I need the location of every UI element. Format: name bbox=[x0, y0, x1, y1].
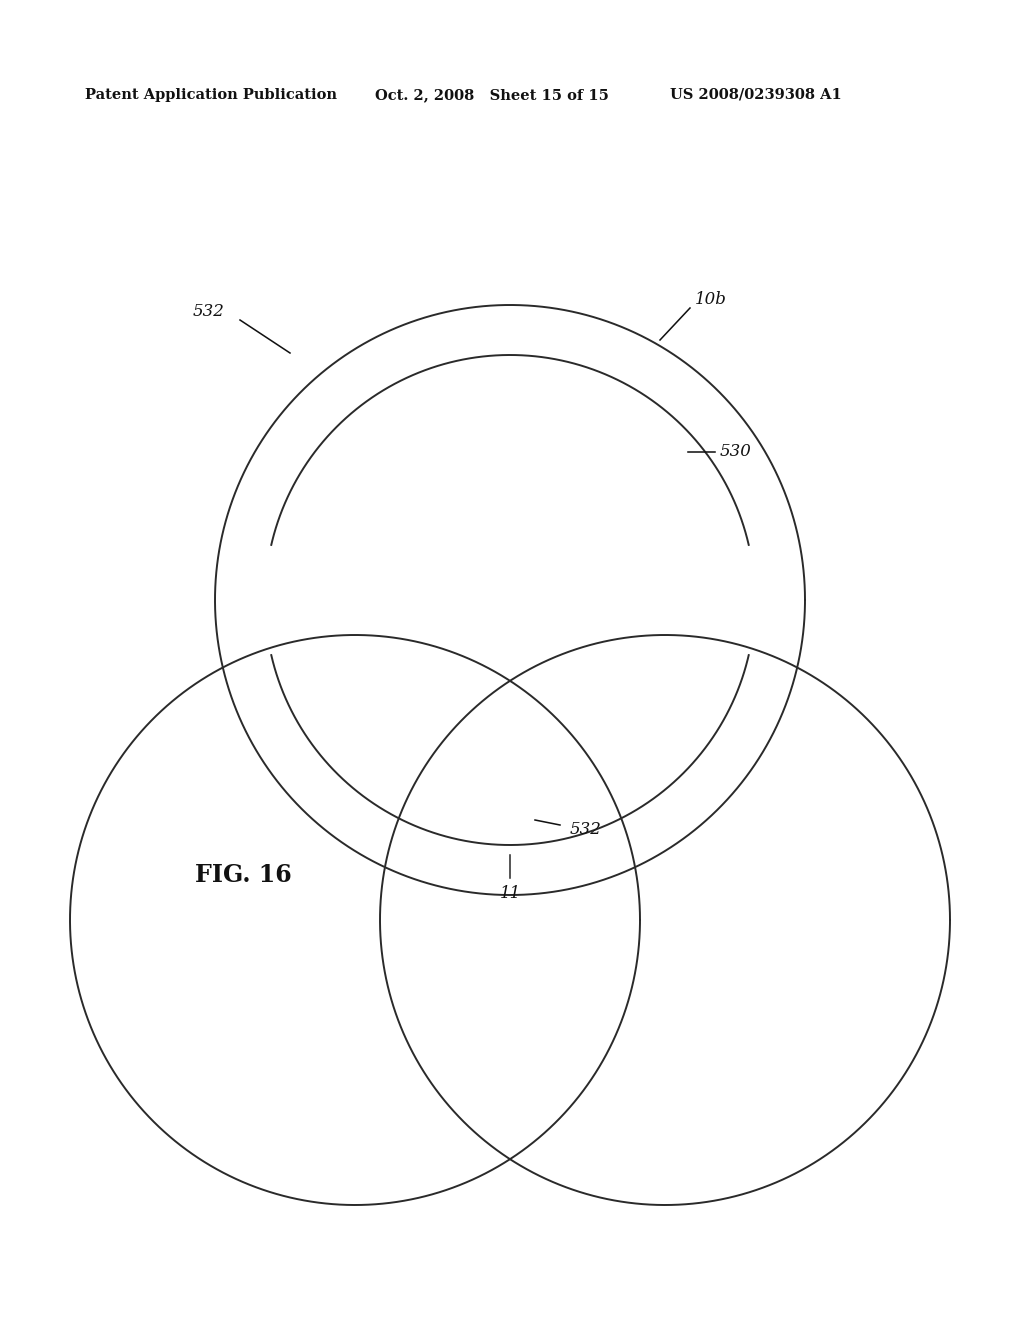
Text: 10b: 10b bbox=[695, 292, 727, 309]
Text: Oct. 2, 2008   Sheet 15 of 15: Oct. 2, 2008 Sheet 15 of 15 bbox=[375, 88, 609, 102]
Text: FIG. 16: FIG. 16 bbox=[195, 863, 292, 887]
Text: 532: 532 bbox=[193, 304, 225, 321]
Text: US 2008/0239308 A1: US 2008/0239308 A1 bbox=[670, 88, 842, 102]
Text: Patent Application Publication: Patent Application Publication bbox=[85, 88, 337, 102]
Text: 11: 11 bbox=[500, 884, 520, 902]
Text: 532: 532 bbox=[570, 821, 602, 838]
Text: 530: 530 bbox=[720, 444, 752, 461]
